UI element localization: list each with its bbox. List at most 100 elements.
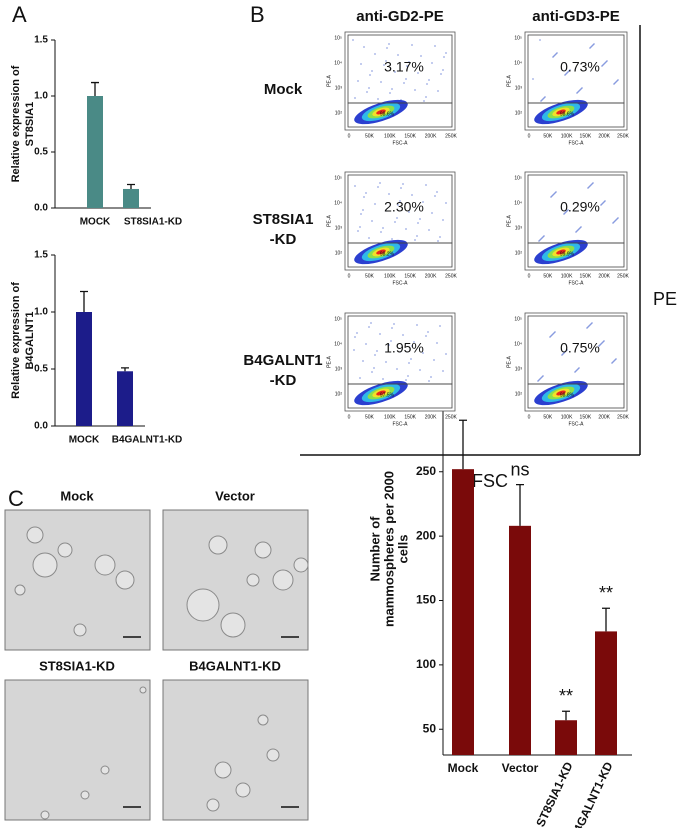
gate-label: 98.2% xyxy=(380,251,395,257)
event-dot xyxy=(390,340,392,342)
event-dot xyxy=(360,213,362,215)
event-dot xyxy=(431,62,433,64)
flow-x-tick: 200K xyxy=(598,414,610,420)
event-dot xyxy=(540,100,542,102)
image-label: Mock xyxy=(60,488,94,503)
y-axis-label: mammospheres per 2000 xyxy=(381,471,396,627)
event-dot xyxy=(553,332,555,334)
event-dot xyxy=(542,236,544,238)
event-dot xyxy=(407,375,409,377)
event-dot xyxy=(443,56,445,58)
event-dot xyxy=(602,341,604,343)
event-dot xyxy=(356,332,358,334)
cell xyxy=(235,782,251,798)
gate-label: 97.5% xyxy=(380,392,395,398)
error-bar xyxy=(602,607,610,632)
event-dot xyxy=(393,323,395,325)
event-dot xyxy=(411,44,413,46)
event-dot xyxy=(615,219,617,221)
bar xyxy=(87,96,103,208)
event-dot xyxy=(363,196,365,198)
event-dot xyxy=(538,379,540,381)
bar xyxy=(595,631,617,755)
y-axis-label: Relative expression of xyxy=(10,282,22,399)
event-dot xyxy=(399,200,401,202)
event-dot xyxy=(442,69,444,71)
event-dot xyxy=(575,231,577,233)
event-dot xyxy=(574,371,576,373)
y-tick-label: 250 xyxy=(416,464,436,478)
event-dot xyxy=(606,60,608,62)
event-dot xyxy=(368,237,370,239)
flow-y-tick: 10⁵ xyxy=(514,175,522,181)
event-dot xyxy=(440,73,442,75)
gate xyxy=(347,242,453,268)
panel-label: A xyxy=(12,2,27,27)
cell xyxy=(94,554,116,576)
event-dot xyxy=(360,63,362,65)
x-tick-label: MOCK xyxy=(80,217,111,228)
event-dot xyxy=(422,201,424,203)
density xyxy=(376,109,386,115)
event-dot xyxy=(566,349,568,351)
flow-x-tick: 250K xyxy=(617,273,629,279)
event-dot xyxy=(590,184,592,186)
event-dot xyxy=(445,202,447,204)
flow-x-tick: 250K xyxy=(445,414,457,420)
event-dot xyxy=(603,63,605,65)
error-bar xyxy=(121,367,129,372)
event-dot xyxy=(602,202,604,204)
event-dot xyxy=(371,70,373,72)
event-dot xyxy=(617,79,619,81)
event-dot xyxy=(354,185,356,187)
event-dot xyxy=(420,55,422,57)
error-bar xyxy=(127,183,135,189)
event-dot xyxy=(414,239,416,241)
cell xyxy=(73,623,87,637)
flow-y-label: PE-A xyxy=(506,75,512,87)
event-dot xyxy=(428,229,430,231)
flow-y-tick: 10³ xyxy=(515,225,523,231)
event-dot xyxy=(613,360,615,362)
flow-x-tick: 200K xyxy=(425,414,437,420)
event-dot xyxy=(586,327,588,329)
event-dot xyxy=(439,325,441,327)
cell xyxy=(208,535,228,555)
event-dot xyxy=(579,227,581,229)
flow-y-tick: 10³ xyxy=(335,225,343,231)
flow-x-label: FSC-A xyxy=(569,421,585,427)
event-dot xyxy=(442,370,444,372)
event-dot xyxy=(391,238,393,240)
event-dot xyxy=(541,237,543,239)
event-dot xyxy=(552,56,554,58)
event-dot xyxy=(382,227,384,229)
event-dot xyxy=(362,209,364,211)
flow-x-tick: 150K xyxy=(404,273,416,279)
event-dot xyxy=(562,353,564,355)
event-dot xyxy=(563,213,565,215)
event-dot xyxy=(616,218,618,220)
event-dot xyxy=(578,367,580,369)
event-dot xyxy=(436,342,438,344)
event-dot xyxy=(539,378,541,380)
event-dot xyxy=(426,83,428,85)
error-bar xyxy=(516,483,524,526)
density xyxy=(556,249,566,255)
event-dot xyxy=(357,80,359,82)
flow-y-tick: 10³ xyxy=(515,85,523,91)
event-dot xyxy=(413,341,415,343)
event-dot xyxy=(604,200,606,202)
event-dot xyxy=(564,351,566,353)
flow-y-tick: 10⁴ xyxy=(334,341,342,347)
event-dot xyxy=(590,46,592,48)
event-dot xyxy=(369,74,371,76)
event-dot xyxy=(567,71,569,73)
event-dot xyxy=(428,79,430,81)
event-dot xyxy=(537,380,539,382)
event-dot xyxy=(445,52,447,54)
row-label: -KD xyxy=(270,231,297,248)
event-dot xyxy=(362,360,364,362)
image-label: Vector xyxy=(215,488,255,503)
event-dot xyxy=(605,61,607,63)
y-tick-label: 0.0 xyxy=(34,421,48,432)
